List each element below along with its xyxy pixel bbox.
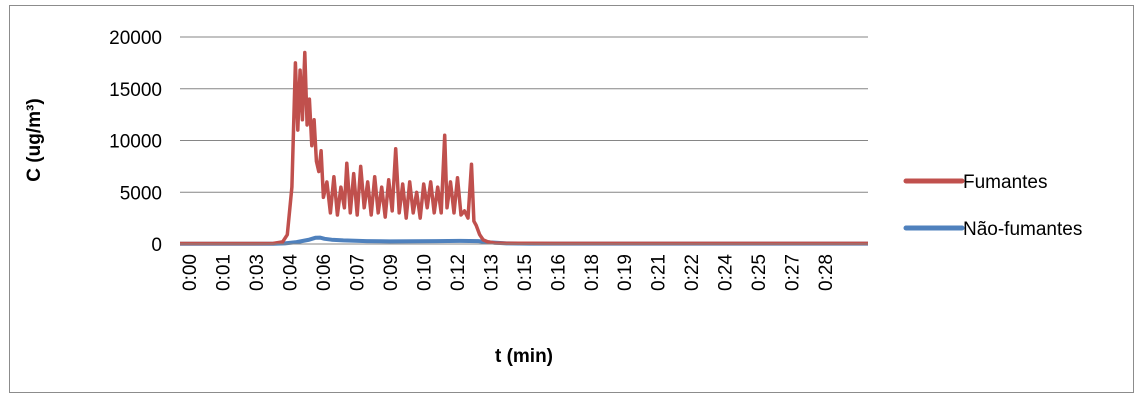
legend-label: Fumantes <box>963 172 1047 193</box>
x-tick-labels: 0:00 0:01 0:03 0:04 0:06 0:07 0:09 0:10 0:12 0:13… <box>180 254 837 291</box>
y-tick-label: 0 <box>151 235 162 256</box>
x-tick-label: 0:12 <box>448 254 469 291</box>
x-tick-label: 0:21 <box>649 254 670 291</box>
x-tick-label: 0:01 <box>213 254 234 291</box>
series-layer <box>180 50 868 246</box>
x-tick-label: 0:00 <box>180 254 201 291</box>
x-tick-label: 0:18 <box>582 254 603 291</box>
x-tick-label: 0:25 <box>749 254 770 291</box>
x-tick-label: 0:13 <box>481 254 502 291</box>
x-axis-title: t (min) <box>495 346 553 367</box>
grid-lines <box>180 36 868 193</box>
x-tick-label: 0:03 <box>247 254 268 291</box>
x-tick-label: 0:06 <box>314 254 335 291</box>
x-tick-label: 0:22 <box>682 254 703 291</box>
x-tick-label: 0:04 <box>280 254 301 291</box>
y-tick-label: 15000 <box>109 80 162 101</box>
x-tick-label: 0:16 <box>548 254 569 291</box>
legend-label: Não-fumantes <box>963 219 1082 240</box>
legend: Fumantes Não-fumantes <box>903 172 1082 240</box>
y-tick-label: 5000 <box>120 183 162 204</box>
y-tick-labels: 0 5000 10000 15000 20000 <box>109 28 162 256</box>
x-tick-label: 0:10 <box>414 254 435 291</box>
y-tick-label: 10000 <box>109 132 162 153</box>
x-tick-label: 0:27 <box>783 254 804 291</box>
series-line-fumantes <box>180 50 868 246</box>
x-tick-label: 0:15 <box>515 254 536 291</box>
chart-frame <box>9 5 1134 393</box>
x-tick-label: 0:09 <box>381 254 402 291</box>
y-tick-label: 20000 <box>109 28 162 49</box>
x-tick-label: 0:24 <box>716 254 737 291</box>
x-tick-label: 0:07 <box>347 254 368 291</box>
y-axis-title: C (ug/m³) <box>24 98 45 181</box>
x-tick-label: 0:28 <box>816 254 837 291</box>
x-tick-label: 0:19 <box>615 254 636 291</box>
